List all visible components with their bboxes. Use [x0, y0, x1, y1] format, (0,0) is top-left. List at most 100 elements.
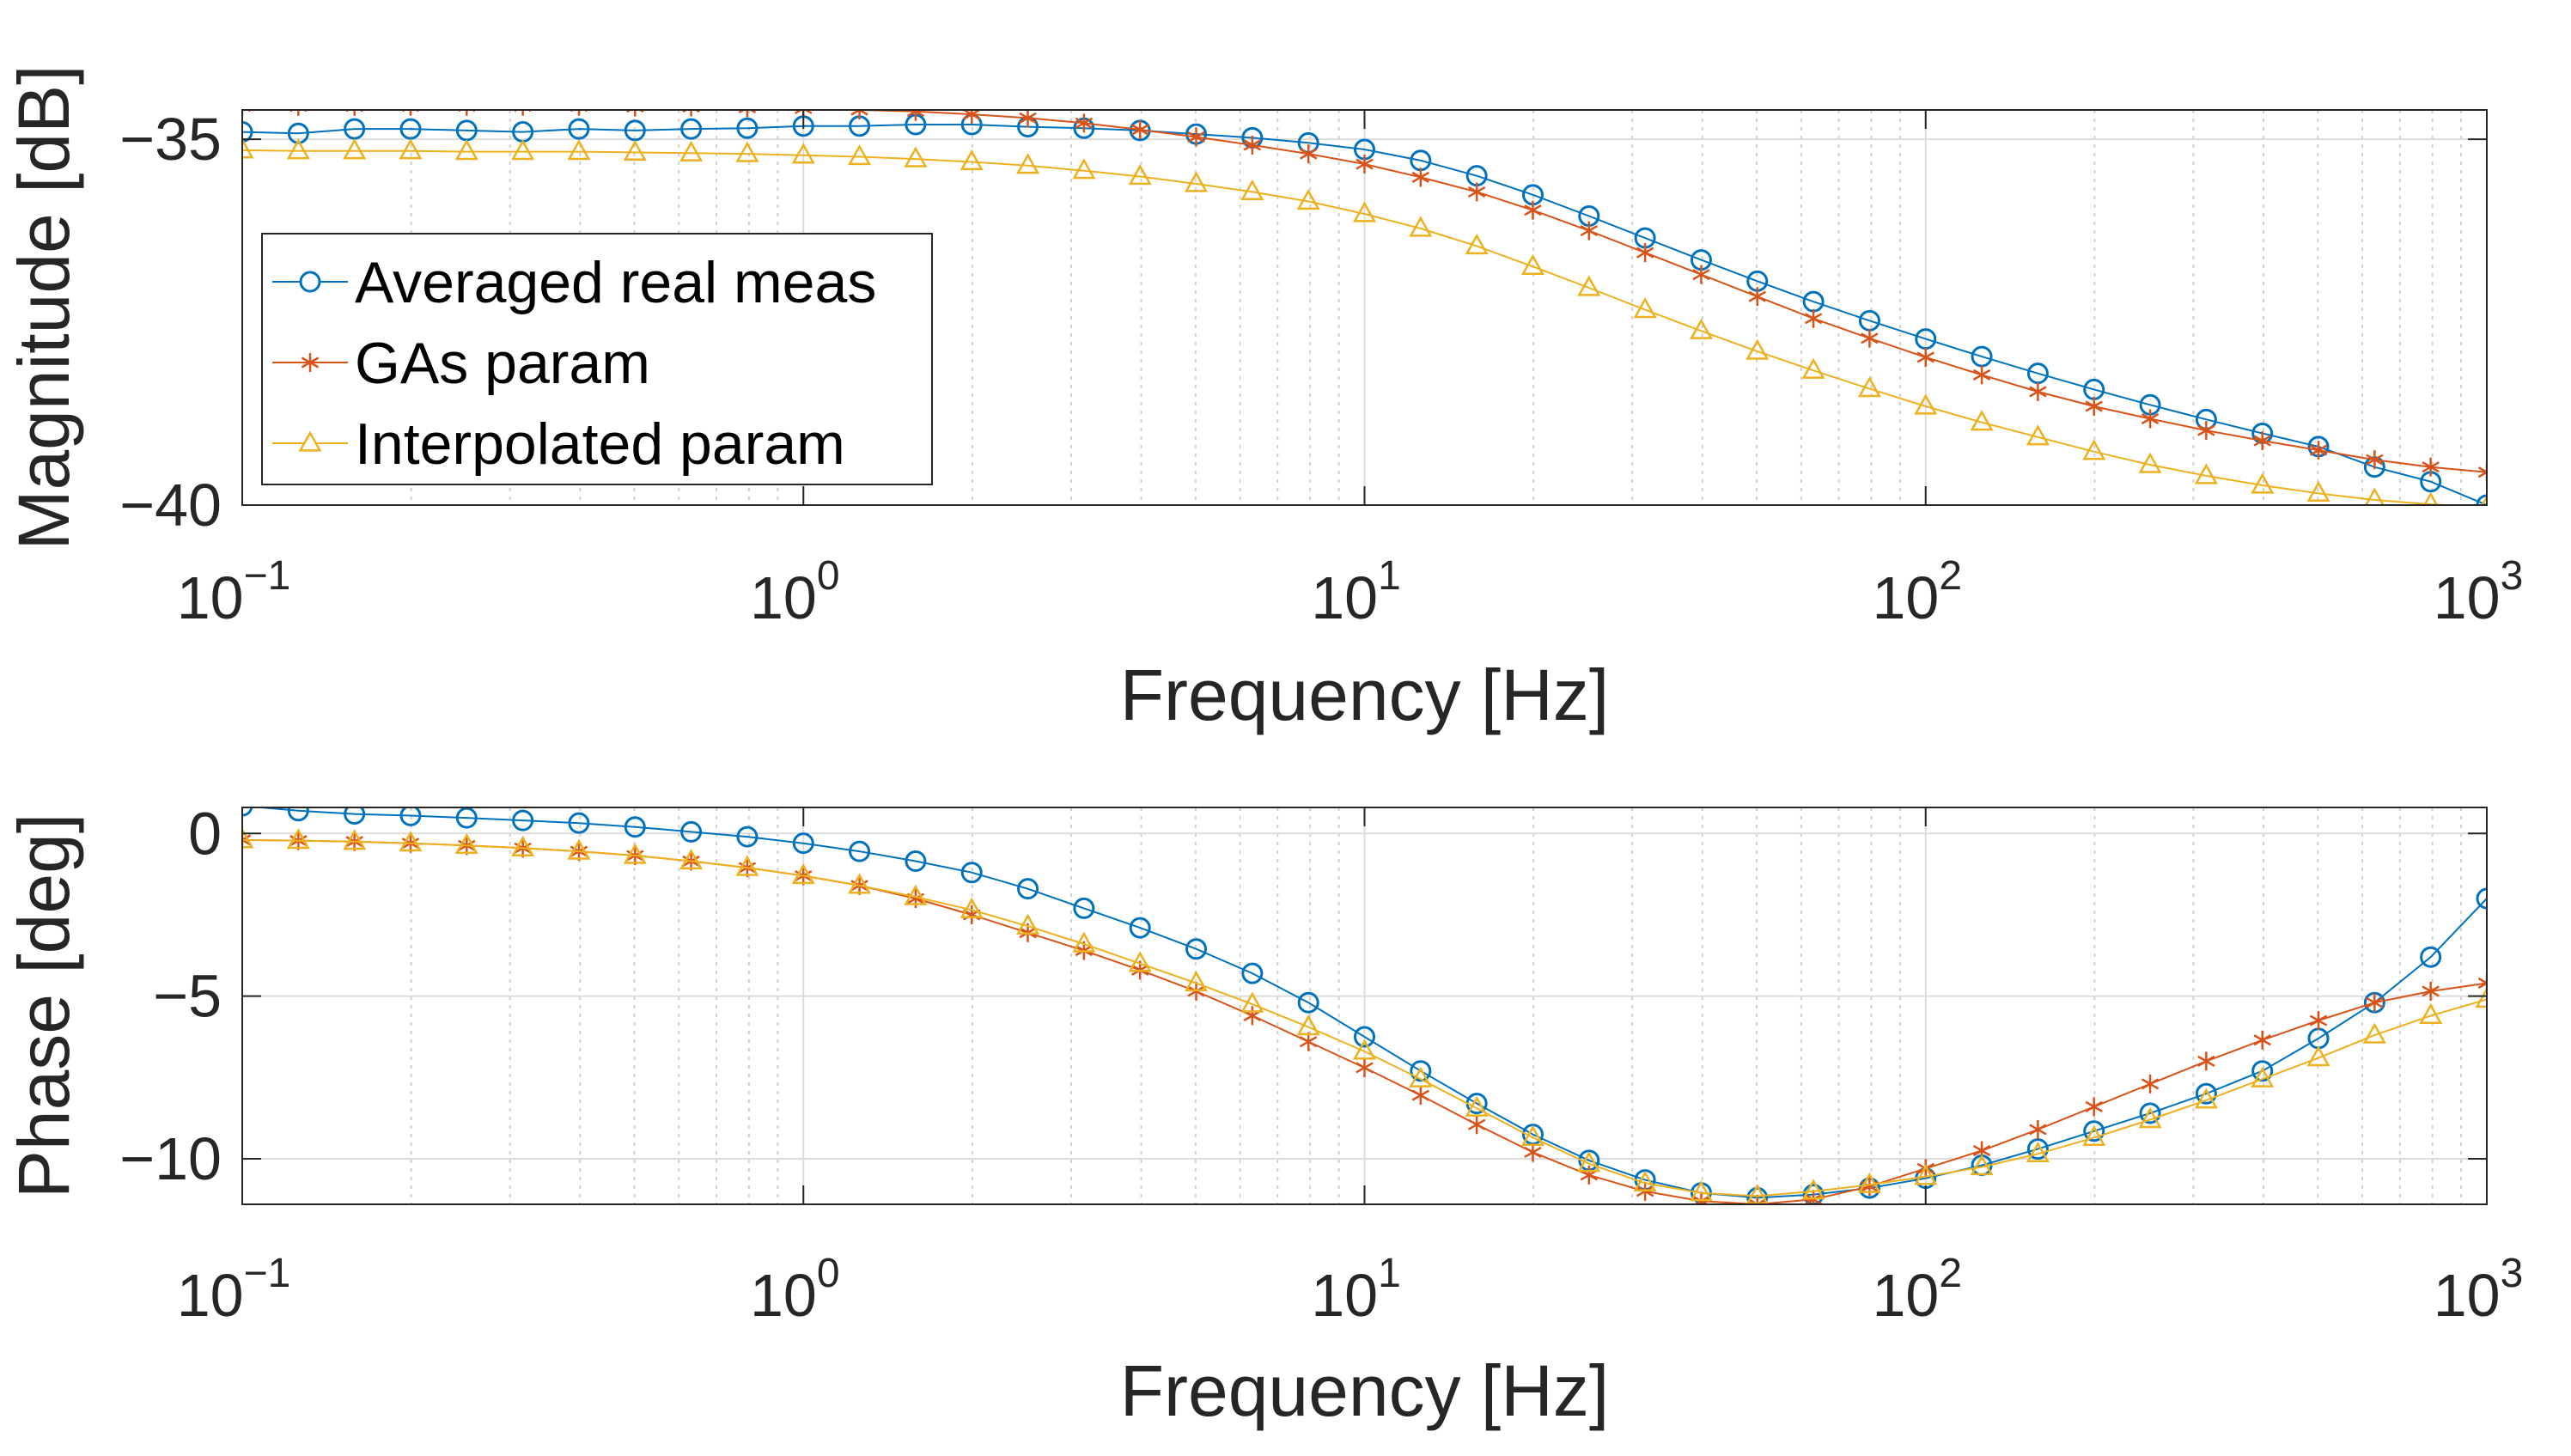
data-point: [736, 117, 759, 139]
data-point: [1972, 365, 1991, 385]
data-point: [2139, 1102, 2161, 1124]
data-point: [1356, 1057, 1374, 1077]
x-axis-label: Frequency [Hz]: [1120, 1350, 1610, 1431]
data-point: [1352, 1039, 1377, 1060]
data-point: [1520, 1124, 1545, 1147]
data-point: [1128, 163, 1152, 186]
data-point: [568, 118, 590, 140]
data-point: [1465, 1095, 1489, 1117]
data-point: [1411, 1086, 1430, 1106]
x-tick-label: 100: [750, 1251, 840, 1329]
data-point: [1299, 144, 1318, 164]
data-point: [1296, 188, 1320, 210]
legend-item: Averaged real meas: [272, 250, 876, 315]
data-point: [960, 897, 984, 918]
y-tick-label: −10: [119, 1125, 222, 1192]
data-point: [454, 832, 478, 854]
data-point: [1075, 113, 1094, 133]
data-point: [736, 825, 759, 848]
data-point: [1241, 962, 1264, 984]
data-point: [286, 138, 310, 160]
x-tick-label: 103: [2434, 1251, 2524, 1329]
data-point: [738, 110, 757, 118]
legend-label: GAs param: [355, 331, 650, 396]
data-point: [2082, 1124, 2106, 1147]
data-point: [2085, 1097, 2103, 1117]
data-point: [1633, 296, 1657, 319]
data-point: [1524, 1142, 1542, 1162]
data-point: [1745, 1183, 1770, 1204]
data-point: [1801, 1179, 1825, 1200]
x-tick-label: 102: [1872, 1251, 1962, 1329]
data-point: [2138, 452, 2162, 473]
data-point: [1692, 265, 1710, 284]
y-tick-label: −5: [153, 963, 222, 1030]
data-point: [905, 850, 927, 872]
data-point: [2419, 1002, 2443, 1025]
data-point: [1745, 338, 1770, 360]
data-point: [2364, 487, 2385, 505]
series-asterisk: [242, 110, 2487, 482]
data-point: [791, 143, 815, 164]
data-point: [1689, 1180, 1713, 1202]
x-axis-label: Frequency [Hz]: [1120, 655, 1610, 735]
data-point: [1465, 233, 1489, 255]
data-point: [511, 138, 535, 161]
data-point: [454, 138, 478, 161]
data-point: [1467, 1115, 1486, 1135]
data-point: [2026, 1141, 2050, 1162]
data-point: [242, 137, 254, 159]
data-point: [1409, 216, 1433, 237]
data-point: [1914, 393, 1938, 415]
data-point: [1297, 991, 1319, 1014]
data-point: [2253, 1030, 2271, 1050]
legend-marker: [299, 271, 321, 293]
data-point: [1746, 1186, 1769, 1204]
data-point: [2141, 409, 2160, 429]
data-point: [1240, 991, 1264, 1013]
data-point: [511, 835, 535, 856]
data-point: [848, 873, 872, 894]
data-point: [2366, 450, 2384, 470]
data-point: [624, 816, 646, 838]
y-axis-label: Phase [deg]: [3, 813, 84, 1198]
data-point: [455, 807, 478, 829]
data-point: [2309, 441, 2328, 460]
series-triangle: [242, 137, 2487, 505]
data-point: [904, 884, 928, 905]
data-point: [1633, 1170, 1657, 1192]
y-tick-label: −35: [119, 106, 222, 173]
data-point: [1131, 120, 1149, 139]
data-point: [2253, 431, 2271, 451]
data-point: [679, 140, 704, 161]
data-point: [960, 862, 983, 884]
data-point: [2197, 421, 2215, 441]
data-point: [2477, 973, 2487, 993]
data-point: [514, 110, 532, 116]
data-point: [2082, 439, 2106, 460]
data-point: [1520, 253, 1545, 275]
data-point: [2194, 1087, 2218, 1109]
data-point: [1129, 917, 1151, 939]
data-point: [2026, 424, 2050, 446]
data-point: [963, 110, 981, 125]
data-point: [2195, 1082, 2217, 1105]
data-point: [2306, 1045, 2330, 1067]
data-point: [735, 141, 759, 162]
data-point: [2029, 1119, 2047, 1139]
data-point: [1580, 221, 1598, 241]
legend-item: Interpolated param: [272, 411, 845, 477]
series-line: [242, 838, 2487, 1197]
data-point: [2085, 397, 2103, 416]
data-point: [791, 862, 815, 885]
data-point: [2477, 462, 2487, 482]
data-point: [1801, 357, 1825, 379]
data-point: [2138, 1106, 2162, 1129]
data-point: [2251, 1060, 2274, 1082]
data-point: [242, 827, 254, 849]
data-point: [2362, 1022, 2386, 1044]
data-point: [287, 807, 309, 822]
data-point: [568, 812, 590, 834]
data-point: [458, 110, 476, 116]
